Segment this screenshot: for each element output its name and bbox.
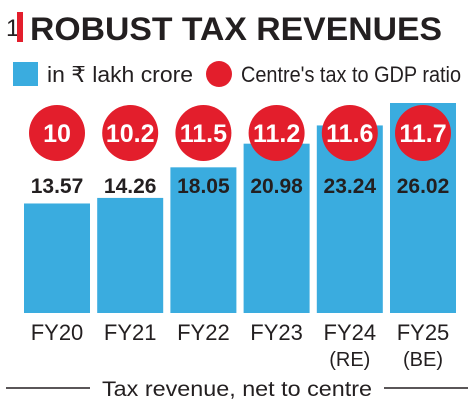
x-tick-label: FY24 bbox=[324, 320, 377, 345]
x-tick-label: FY21 bbox=[104, 320, 157, 345]
legend-label-amount: in ₹ lakh crore bbox=[47, 62, 193, 87]
x-tick-note: (BE) bbox=[403, 349, 443, 371]
labels-layer: 13.57 10 FY20 14.26 10.2 FY21 18.05 11.5 FY22 20.… bbox=[31, 120, 450, 371]
bar-fy22 bbox=[170, 167, 237, 313]
title-mark: 1 bbox=[6, 15, 19, 42]
ratio-label: 11.2 bbox=[253, 120, 300, 148]
ratio-bubble bbox=[395, 105, 451, 161]
ratio-bubble bbox=[321, 105, 378, 161]
bar-value-label: 18.05 bbox=[177, 175, 230, 198]
x-tick-label: FY20 bbox=[31, 320, 84, 345]
bubbles-layer bbox=[29, 105, 451, 161]
ratio-label: 10 bbox=[43, 120, 71, 148]
ratio-bubble bbox=[29, 105, 85, 161]
legend-swatch-circle bbox=[206, 61, 232, 87]
bar-value-label: 14.26 bbox=[104, 175, 157, 198]
x-tick-label: FY22 bbox=[177, 320, 230, 345]
bar-fy21 bbox=[97, 197, 164, 313]
bars-layer bbox=[24, 103, 456, 313]
bar-value-label: 26.02 bbox=[397, 175, 450, 198]
ratio-label: 11.7 bbox=[399, 120, 446, 148]
bar-fy23 bbox=[243, 143, 310, 313]
ratio-bubble bbox=[102, 105, 159, 161]
ratio-bubble bbox=[175, 105, 232, 161]
x-tick-label: FY23 bbox=[250, 320, 303, 345]
ratio-label: 11.5 bbox=[180, 120, 227, 148]
x-axis-title: Tax revenue, net to centre bbox=[102, 378, 372, 401]
bar-value-label: 13.57 bbox=[31, 175, 84, 198]
legend-swatch-square bbox=[13, 62, 38, 86]
legend-label-ratio: Centre's tax to GDP ratio bbox=[241, 62, 461, 87]
title-accent-bar bbox=[17, 12, 23, 42]
ratio-bubble bbox=[248, 105, 305, 161]
bar-value-label: 20.98 bbox=[250, 175, 303, 198]
bar-fy20 bbox=[24, 203, 90, 313]
ratio-label: 11.6 bbox=[326, 120, 373, 148]
chart-title: ROBUST TAX REVENUES bbox=[30, 11, 442, 47]
x-tick-label: FY25 bbox=[397, 320, 450, 345]
bar-value-label: 23.24 bbox=[324, 175, 377, 198]
x-tick-note: (RE) bbox=[329, 349, 370, 371]
ratio-label: 10.2 bbox=[106, 120, 155, 148]
